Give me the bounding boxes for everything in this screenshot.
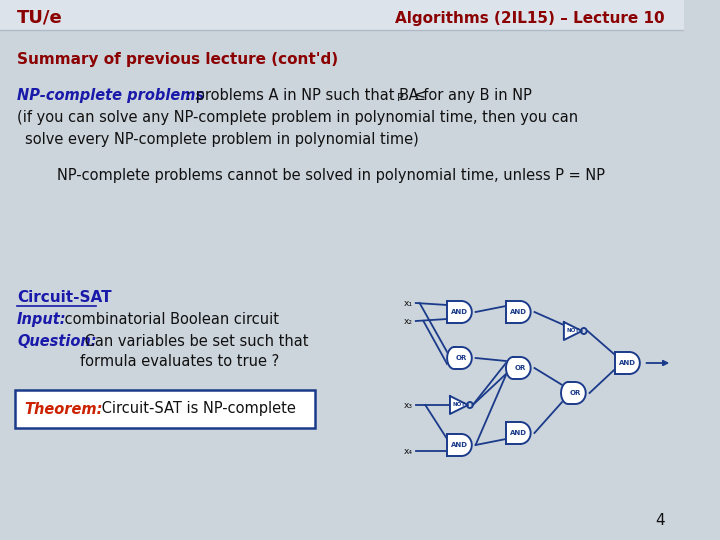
Text: OR: OR (515, 365, 526, 371)
Text: A for any B in NP: A for any B in NP (405, 88, 532, 103)
Text: NOT: NOT (567, 328, 580, 334)
Text: P: P (397, 93, 403, 103)
Text: Summary of previous lecture (cont'd): Summary of previous lecture (cont'd) (17, 52, 338, 67)
Text: Circuit-SAT is NP-complete: Circuit-SAT is NP-complete (96, 402, 296, 416)
Polygon shape (506, 422, 531, 444)
Polygon shape (450, 396, 468, 414)
Polygon shape (564, 322, 582, 340)
Text: formula evaluates to true ?: formula evaluates to true ? (80, 354, 279, 369)
FancyBboxPatch shape (15, 390, 315, 428)
Text: Circuit-SAT: Circuit-SAT (17, 290, 112, 305)
Text: AND: AND (619, 360, 636, 366)
Text: AND: AND (451, 442, 468, 448)
Text: OR: OR (570, 390, 581, 396)
Text: combinatorial Boolean circuit: combinatorial Boolean circuit (60, 312, 279, 327)
FancyBboxPatch shape (0, 0, 683, 30)
Text: x₂: x₂ (404, 316, 413, 326)
Polygon shape (506, 357, 531, 379)
Text: : problems A in NP such that B ≤: : problems A in NP such that B ≤ (186, 88, 426, 103)
Text: Input:: Input: (17, 312, 67, 327)
Text: NP-complete problems cannot be solved in polynomial time, unless P = NP: NP-complete problems cannot be solved in… (57, 168, 605, 183)
Text: AND: AND (510, 430, 527, 436)
Text: Question:: Question: (17, 334, 96, 349)
Polygon shape (506, 301, 531, 323)
Text: x₄: x₄ (404, 447, 413, 456)
Polygon shape (447, 347, 472, 369)
Polygon shape (447, 301, 472, 323)
Text: NOT: NOT (453, 402, 466, 408)
Polygon shape (615, 352, 640, 374)
Text: AND: AND (451, 309, 468, 315)
Text: TU/e: TU/e (17, 9, 63, 27)
Text: x₃: x₃ (404, 401, 413, 409)
Text: Can variables be set such that: Can variables be set such that (80, 334, 308, 349)
Text: AND: AND (510, 309, 527, 315)
Text: (if you can solve any NP-complete problem in polynomial time, then you can: (if you can solve any NP-complete proble… (17, 110, 578, 125)
Polygon shape (447, 434, 472, 456)
Text: Theorem:: Theorem: (24, 402, 103, 416)
Text: solve every NP-complete problem in polynomial time): solve every NP-complete problem in polyn… (24, 132, 418, 147)
Text: NP-complete problems: NP-complete problems (17, 88, 204, 103)
Text: Algorithms (2IL15) – Lecture 10: Algorithms (2IL15) – Lecture 10 (395, 10, 665, 25)
Polygon shape (561, 382, 585, 404)
Text: 4: 4 (655, 513, 665, 528)
Text: OR: OR (456, 355, 467, 361)
Text: x₁: x₁ (404, 299, 413, 307)
